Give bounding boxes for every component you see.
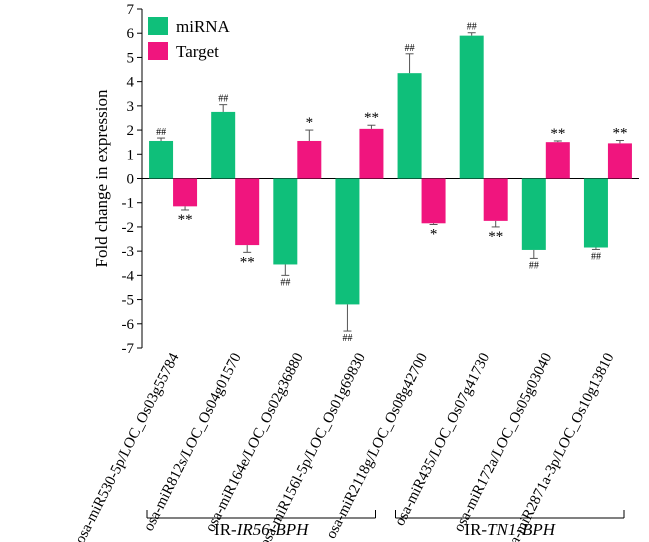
target-bar-8 bbox=[607, 143, 632, 179]
mirna-legend-swatch bbox=[148, 17, 168, 35]
target-significance-6: ** bbox=[488, 229, 503, 245]
mirna-bar-4 bbox=[335, 178, 360, 305]
mirna-legend-label: miRNA bbox=[176, 17, 231, 36]
bars-layer bbox=[149, 32, 632, 332]
y-tick-label: -7 bbox=[122, 341, 135, 357]
target-significance-1: ** bbox=[178, 212, 193, 228]
target-significance-7: ** bbox=[550, 126, 565, 142]
target-bar-2 bbox=[235, 178, 260, 246]
y-axis-title: Fold change in expression bbox=[92, 89, 111, 267]
mirna-bar-6 bbox=[459, 35, 484, 179]
target-bar-5 bbox=[421, 178, 446, 224]
y-tick-label: -5 bbox=[122, 293, 135, 309]
y-tick-label: 2 bbox=[127, 123, 135, 139]
target-bar-3 bbox=[297, 140, 322, 179]
target-bar-6 bbox=[483, 178, 508, 221]
target-significance-5: * bbox=[430, 227, 438, 243]
mirna-significance-2: ## bbox=[218, 94, 228, 105]
group-label-1: IR-IR56-BPH bbox=[214, 520, 310, 539]
legend: miRNA Target bbox=[148, 17, 231, 61]
group-brackets: IR-IR56-BPH IR-TN1-BPH bbox=[146, 510, 625, 539]
mirna-significance-8: ## bbox=[591, 251, 601, 262]
target-significance-4: ** bbox=[364, 110, 379, 126]
category-label-4: osa-miR156l-5p/LOC_Os01g69830 bbox=[257, 351, 369, 542]
category-label-8: osa-miR2871a-3p/LOC_Os10g13810 bbox=[501, 351, 618, 542]
y-tick-label: -1 bbox=[122, 196, 135, 212]
y-tick-label: 4 bbox=[127, 75, 135, 91]
mirna-bar-3 bbox=[273, 178, 298, 265]
y-tick-label: -6 bbox=[122, 317, 135, 333]
group-label-2: IR-TN1-BPH bbox=[464, 520, 556, 539]
mirna-significance-4: ## bbox=[342, 333, 352, 344]
y-tick-label: 1 bbox=[127, 147, 135, 163]
y-tick-label: -3 bbox=[122, 244, 135, 260]
target-bar-7 bbox=[545, 142, 570, 179]
axes-layer: -7 -6 -5 -4 -3 -2 -1 0 1 2 3 4 5 6 7 Fold change in exp… bbox=[92, 2, 639, 357]
mirna-bar-1 bbox=[149, 140, 174, 179]
mirna-significance-1: ## bbox=[156, 127, 166, 138]
y-tick-label: 7 bbox=[127, 2, 135, 18]
mirna-bar-8 bbox=[583, 178, 608, 248]
target-significance-3: * bbox=[306, 115, 314, 131]
target-bar-1 bbox=[173, 178, 198, 207]
target-significance-2: ** bbox=[240, 254, 255, 270]
category-label-1: osa-miR530-5p/LOC_Os03g55784 bbox=[72, 350, 183, 542]
y-tick-label: -4 bbox=[122, 268, 135, 284]
mirna-bar-5 bbox=[397, 73, 422, 179]
mirna-significance-5: ## bbox=[405, 43, 415, 54]
y-tick-label: 6 bbox=[127, 26, 135, 42]
y-tick-label: -2 bbox=[122, 220, 135, 236]
y-tick-label: 3 bbox=[127, 99, 135, 115]
mirna-bar-2 bbox=[211, 111, 236, 179]
target-legend-swatch bbox=[148, 42, 168, 60]
mirna-significance-6: ## bbox=[467, 22, 477, 33]
mirna-bar-7 bbox=[521, 178, 546, 250]
y-tick-label: 0 bbox=[127, 172, 135, 188]
target-bar-4 bbox=[359, 128, 384, 179]
target-legend-label: Target bbox=[176, 42, 219, 61]
target-significance-8: ** bbox=[612, 125, 627, 141]
y-tick-label: 5 bbox=[127, 50, 135, 66]
mirna-significance-7: ## bbox=[529, 260, 539, 271]
mirna-significance-3: ## bbox=[280, 277, 290, 288]
